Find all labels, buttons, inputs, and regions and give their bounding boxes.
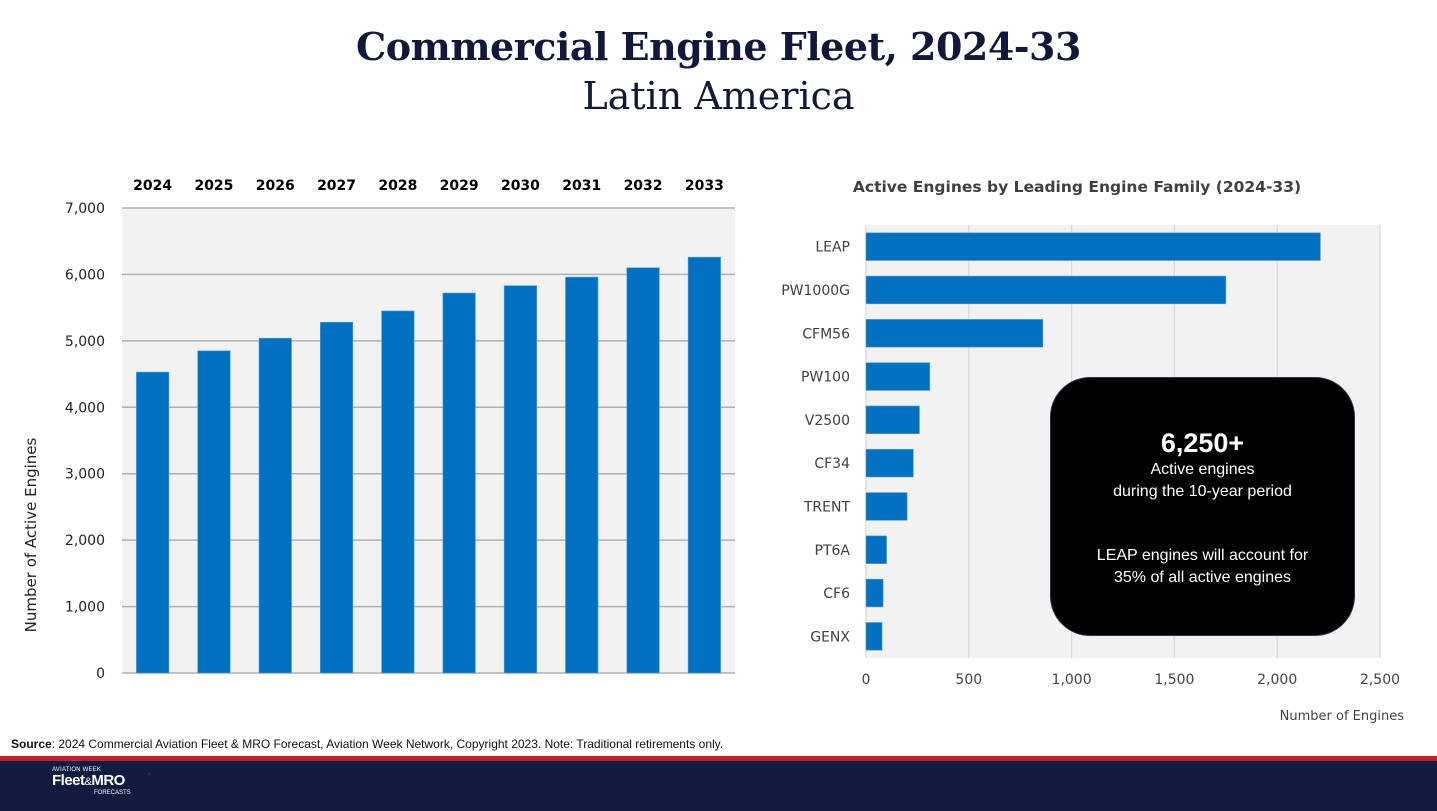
y-tick-label: 4,000 [65,400,105,416]
category-label: CF34 [814,456,850,472]
x-axis-title: Number of Engines [1280,709,1405,724]
fleet-by-year-chart: 0 1,000 2,000 3,000 4,000 5,000 6,000 7,000 202… [22,178,735,682]
category-label: PT6A [815,543,851,559]
logo-brand: Fleet&MRO [52,773,131,790]
callout-line-4: 35% of all active engines [1114,569,1291,586]
y-tick-label: 7,000 [65,201,105,217]
footer-bar: AVIATION WEEK Fleet&MRO FORECASTS ′ [0,761,1437,811]
callout-line-3: LEAP engines will account for [1096,547,1309,564]
category-label: 2030 [501,178,540,194]
bar-LEAP [865,232,1321,261]
bar-GENX [865,622,883,651]
category-label: 2032 [624,178,663,194]
y-tick-label: 0 [96,666,105,682]
bar-PW100 [865,362,931,391]
category-label: TRENT [803,499,851,515]
x-tick-label: 1,500 [1154,672,1194,688]
category-label: PW1000G [781,283,850,299]
category-label: 2028 [378,178,417,194]
bar-CF34 [865,448,914,478]
logo-bottom-text: FORECASTS [94,790,131,796]
page-title: Commercial Engine Fleet, 2024-33 [356,24,1081,69]
category-label: 2026 [256,178,295,194]
y-tick-label: 2,000 [65,533,105,549]
callout-line-1: Active engines [1150,461,1255,478]
bar-2026 [258,337,292,674]
bar-2031 [565,276,599,674]
category-label: GENX [810,629,850,645]
bar-PT6A [865,535,887,564]
bar-2024 [136,371,170,674]
bar-2029 [442,292,476,674]
bar-TRENT [865,492,908,521]
bar-2027 [320,321,354,674]
chart-title: Active Engines by Leading Engine Family … [853,178,1301,196]
x-tick-label: 2,000 [1257,672,1297,688]
bar-2033 [687,256,721,674]
source-text: : 2024 Commercial Aviation Fleet & MRO F… [51,737,724,751]
logo-brand-mro: MRO [91,772,125,789]
logo-brand-fleet: Fleet [52,772,85,789]
y-tick-label: 3,000 [65,467,105,483]
x-tick-label: 2,500 [1360,672,1400,688]
bar-V2500 [865,405,920,435]
summary-callout: 6,250+ Active engines during the 10-year… [1050,377,1355,636]
category-label: 2025 [194,178,233,194]
category-label: 2031 [562,178,601,194]
x-tick-label: 0 [862,672,871,688]
logo-top-text: AVIATION WEEK [52,767,102,773]
page-subtitle: Latin America [582,74,855,118]
bar-2030 [503,285,537,674]
x-tick-label: 500 [955,672,982,688]
engine-family-chart: Active Engines by Leading Engine Family … [781,178,1405,724]
footer-stripe [0,756,1437,761]
bar-2032 [626,267,660,674]
y-axis-title: Number of Active Engines [22,438,40,633]
x-tick-label: 1,000 [1052,672,1092,688]
category-label: PW100 [801,370,850,386]
source-label: Source [11,737,52,751]
callout-headline: 6,250+ [1160,428,1245,458]
bar-CFM56 [865,319,1044,348]
fleet-mro-logo: AVIATION WEEK Fleet&MRO FORECASTS ′ [52,767,150,796]
logo-swoosh-icon: ′ [148,772,150,783]
category-label: 2033 [685,178,724,194]
category-label: LEAP [815,240,850,256]
category-label: CF6 [823,586,850,602]
bar-PW1000G [865,275,1227,305]
bar-CF6 [865,578,884,608]
y-tick-label: 6,000 [65,267,105,283]
y-tick-label: 5,000 [65,334,105,350]
category-label: 2024 [133,178,172,194]
bar-2025 [197,350,231,674]
bar-2028 [381,310,415,674]
category-label: 2029 [440,178,479,194]
callout-line-2: during the 10-year period [1113,483,1292,500]
category-label: 2027 [317,178,356,194]
source-note: Source: 2024 Commercial Aviation Fleet &… [11,737,723,751]
y-tick-label: 1,000 [65,600,105,616]
category-label: V2500 [805,413,850,429]
category-label: CFM56 [802,326,850,342]
logo-brand-amp: & [84,776,92,788]
